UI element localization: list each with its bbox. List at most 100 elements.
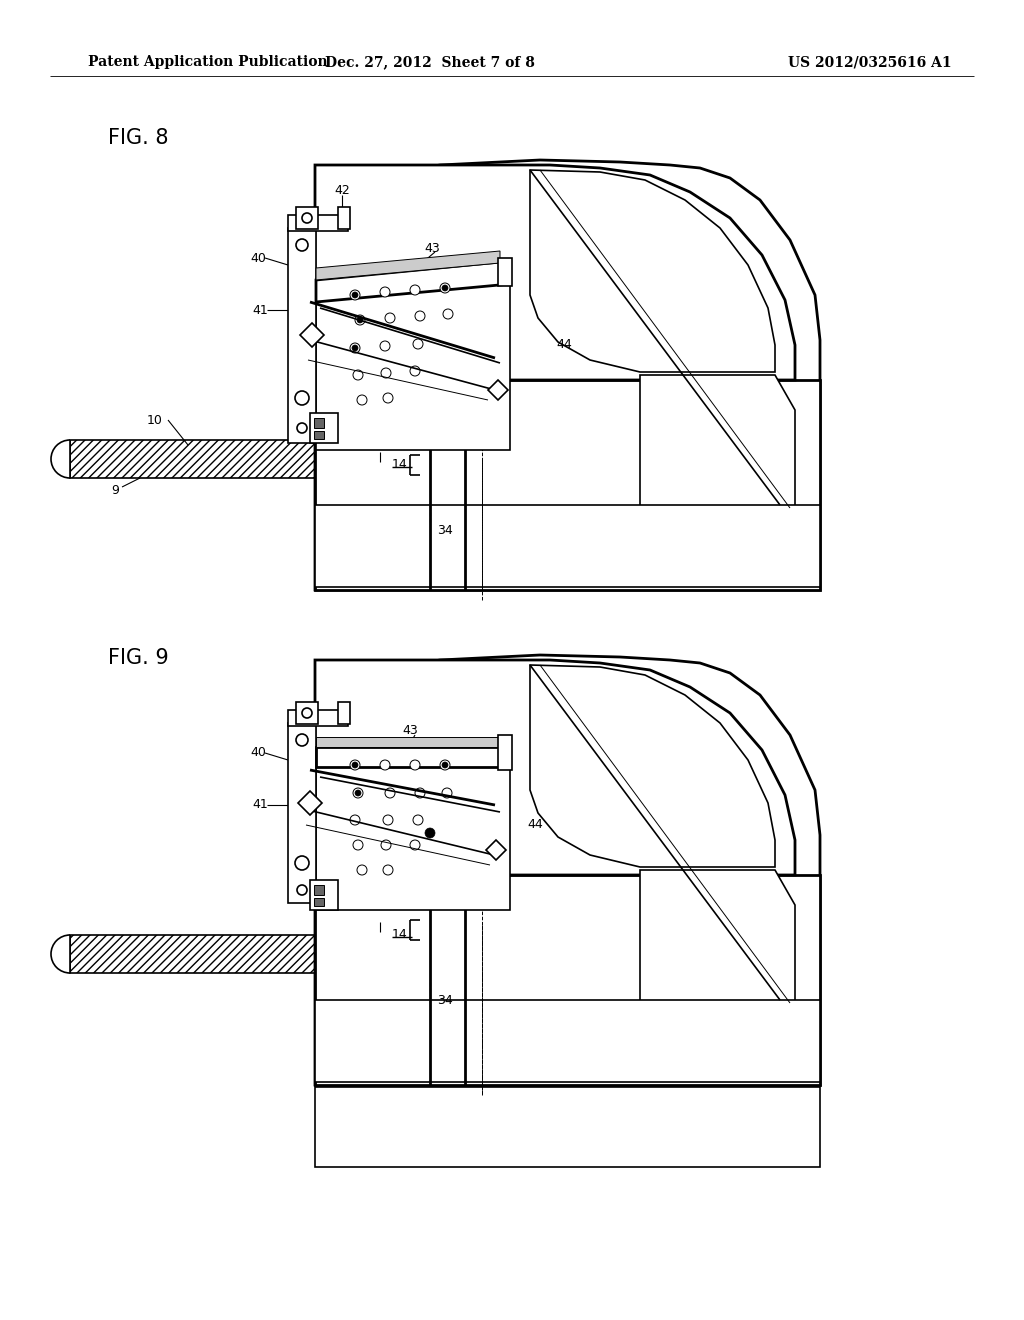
- Bar: [310, 880, 338, 909]
- Polygon shape: [640, 375, 795, 510]
- Circle shape: [353, 840, 362, 850]
- Circle shape: [381, 840, 391, 850]
- Circle shape: [302, 213, 312, 223]
- Bar: [315, 506, 820, 587]
- Polygon shape: [315, 660, 795, 875]
- Text: 41: 41: [252, 304, 268, 317]
- Text: 14: 14: [392, 458, 408, 471]
- Circle shape: [352, 345, 358, 351]
- Bar: [296, 702, 318, 723]
- Text: US 2012/0325616 A1: US 2012/0325616 A1: [788, 55, 952, 69]
- Circle shape: [410, 366, 420, 376]
- Circle shape: [410, 285, 420, 294]
- Bar: [296, 207, 318, 228]
- Bar: [498, 735, 512, 770]
- Circle shape: [357, 395, 367, 405]
- Bar: [288, 710, 348, 726]
- Bar: [314, 418, 324, 428]
- Circle shape: [425, 828, 435, 838]
- Circle shape: [442, 788, 452, 799]
- Circle shape: [352, 292, 358, 298]
- Text: 34: 34: [437, 524, 453, 536]
- Circle shape: [355, 789, 361, 796]
- Circle shape: [383, 814, 393, 825]
- Bar: [315, 1086, 820, 1167]
- Text: 10: 10: [147, 413, 163, 426]
- Text: 41: 41: [252, 799, 268, 812]
- Bar: [314, 898, 324, 906]
- Bar: [338, 702, 350, 723]
- Circle shape: [410, 840, 420, 850]
- Circle shape: [383, 865, 393, 875]
- Circle shape: [440, 760, 450, 770]
- Polygon shape: [315, 160, 820, 590]
- Polygon shape: [640, 870, 795, 1005]
- Circle shape: [302, 708, 312, 718]
- Polygon shape: [530, 665, 775, 867]
- Circle shape: [442, 285, 449, 290]
- Circle shape: [385, 788, 395, 799]
- Polygon shape: [316, 747, 510, 767]
- Bar: [314, 884, 324, 895]
- Polygon shape: [316, 747, 510, 909]
- Polygon shape: [315, 165, 795, 380]
- Bar: [315, 380, 820, 590]
- Circle shape: [350, 760, 360, 770]
- Circle shape: [297, 422, 307, 433]
- Circle shape: [350, 343, 360, 352]
- Circle shape: [415, 788, 425, 799]
- Text: 40: 40: [250, 747, 266, 759]
- Bar: [314, 432, 324, 440]
- Text: 43: 43: [424, 242, 440, 255]
- Circle shape: [383, 393, 393, 403]
- Bar: [288, 723, 316, 903]
- Circle shape: [296, 239, 308, 251]
- Circle shape: [442, 762, 449, 768]
- Polygon shape: [530, 170, 775, 372]
- Circle shape: [380, 286, 390, 297]
- Polygon shape: [488, 380, 508, 400]
- Circle shape: [415, 312, 425, 321]
- Text: Patent Application Publication: Patent Application Publication: [88, 55, 328, 69]
- Circle shape: [381, 368, 391, 378]
- Text: 43: 43: [402, 725, 418, 738]
- Circle shape: [410, 760, 420, 770]
- Text: Dec. 27, 2012  Sheet 7 of 8: Dec. 27, 2012 Sheet 7 of 8: [325, 55, 535, 69]
- Circle shape: [295, 855, 309, 870]
- Polygon shape: [316, 261, 510, 450]
- Circle shape: [380, 760, 390, 770]
- Circle shape: [440, 282, 450, 293]
- Polygon shape: [298, 791, 322, 814]
- Polygon shape: [316, 251, 500, 280]
- Circle shape: [413, 814, 423, 825]
- Text: 40: 40: [250, 252, 266, 264]
- Circle shape: [295, 391, 309, 405]
- Polygon shape: [300, 323, 324, 347]
- Polygon shape: [316, 261, 510, 302]
- Text: 42: 42: [334, 183, 350, 197]
- Text: FIG. 9: FIG. 9: [108, 648, 169, 668]
- Polygon shape: [70, 935, 430, 973]
- Circle shape: [385, 313, 395, 323]
- Circle shape: [355, 315, 365, 325]
- Text: FIG. 8: FIG. 8: [108, 128, 169, 148]
- Circle shape: [297, 884, 307, 895]
- Circle shape: [357, 317, 362, 323]
- Circle shape: [357, 865, 367, 875]
- Text: 44: 44: [556, 338, 571, 351]
- Bar: [288, 215, 348, 231]
- Polygon shape: [486, 840, 506, 861]
- Bar: [315, 875, 820, 1085]
- Text: 44: 44: [527, 818, 543, 832]
- Circle shape: [350, 290, 360, 300]
- Text: 14: 14: [392, 928, 408, 941]
- Bar: [310, 413, 338, 444]
- Bar: [315, 1001, 820, 1082]
- Circle shape: [443, 309, 453, 319]
- Bar: [498, 257, 512, 286]
- Polygon shape: [315, 655, 820, 1085]
- Circle shape: [296, 734, 308, 746]
- Circle shape: [380, 341, 390, 351]
- Polygon shape: [316, 737, 510, 747]
- Circle shape: [352, 762, 358, 768]
